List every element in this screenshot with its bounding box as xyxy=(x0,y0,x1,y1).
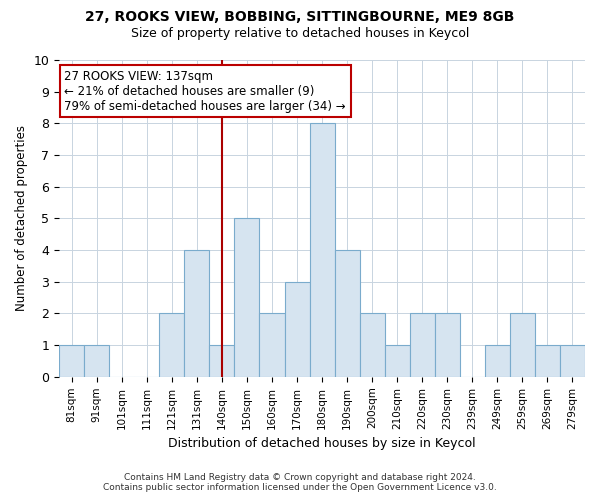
Bar xyxy=(510,314,535,377)
Bar xyxy=(410,314,435,377)
Text: Contains HM Land Registry data © Crown copyright and database right 2024.
Contai: Contains HM Land Registry data © Crown c… xyxy=(103,473,497,492)
Text: 27 ROOKS VIEW: 137sqm
← 21% of detached houses are smaller (9)
79% of semi-detac: 27 ROOKS VIEW: 137sqm ← 21% of detached … xyxy=(64,70,346,112)
Text: Size of property relative to detached houses in Keycol: Size of property relative to detached ho… xyxy=(131,28,469,40)
Bar xyxy=(59,345,84,377)
Bar xyxy=(84,345,109,377)
Bar xyxy=(259,314,284,377)
Bar xyxy=(385,345,410,377)
Bar xyxy=(184,250,209,377)
Bar xyxy=(485,345,510,377)
Bar xyxy=(235,218,259,377)
Bar xyxy=(435,314,460,377)
Bar xyxy=(160,314,184,377)
Y-axis label: Number of detached properties: Number of detached properties xyxy=(15,126,28,312)
X-axis label: Distribution of detached houses by size in Keycol: Distribution of detached houses by size … xyxy=(168,437,476,450)
Text: 27, ROOKS VIEW, BOBBING, SITTINGBOURNE, ME9 8GB: 27, ROOKS VIEW, BOBBING, SITTINGBOURNE, … xyxy=(85,10,515,24)
Bar xyxy=(284,282,310,377)
Bar xyxy=(535,345,560,377)
Bar xyxy=(209,345,235,377)
Bar xyxy=(359,314,385,377)
Bar xyxy=(310,124,335,377)
Bar xyxy=(560,345,585,377)
Bar xyxy=(335,250,359,377)
